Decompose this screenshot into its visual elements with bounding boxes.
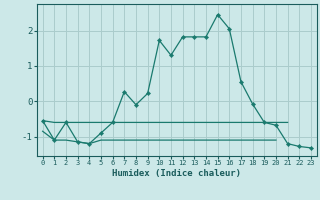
X-axis label: Humidex (Indice chaleur): Humidex (Indice chaleur): [112, 169, 241, 178]
